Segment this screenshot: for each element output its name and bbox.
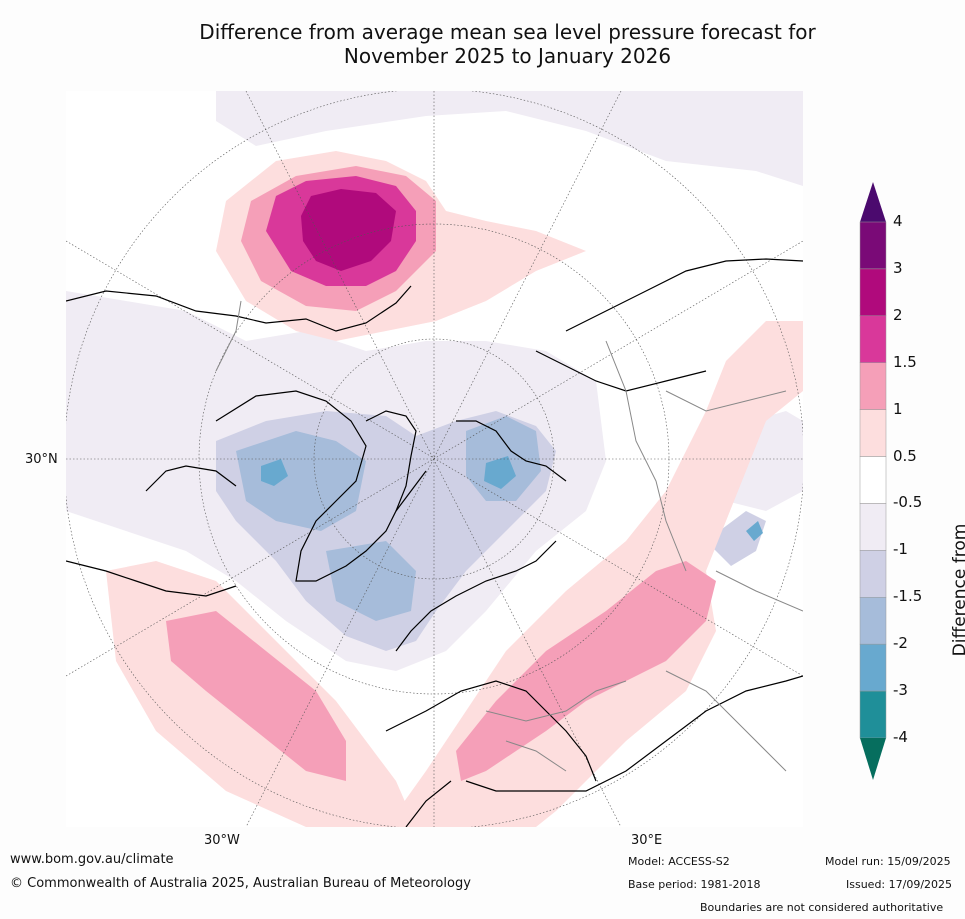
lon-label-30w: 30°W bbox=[204, 833, 240, 848]
footer-url[interactable]: www.bom.gov.au/climate bbox=[10, 852, 174, 867]
title-line-1: Difference from average mean sea level p… bbox=[199, 20, 816, 44]
anomaly-region-east-low bbox=[706, 511, 766, 566]
anomaly-core-high bbox=[301, 189, 396, 271]
anomaly-core-asia bbox=[746, 521, 763, 541]
country-borders bbox=[215, 300, 803, 772]
lat-label-30n: 30°N bbox=[25, 452, 58, 467]
colorbar-tick-label: 2 bbox=[893, 305, 903, 324]
colorbar-band bbox=[859, 690, 887, 739]
colorbar-extend-top bbox=[860, 182, 886, 222]
colorbar-tick-label: 0.5 bbox=[893, 446, 917, 465]
anomaly-region-moderate-high-europe bbox=[456, 561, 716, 781]
colorbar-band bbox=[859, 362, 887, 410]
colorbar-swatches bbox=[859, 182, 887, 780]
colorbar-tick-label: -4 bbox=[893, 728, 908, 746]
colorbar-title: Difference from average (hPa) bbox=[950, 523, 965, 657]
colorbar-band bbox=[859, 503, 887, 551]
colorbar-tick-label: -2 bbox=[893, 634, 908, 653]
anomaly-region-strong-low-west bbox=[236, 431, 366, 531]
colorbar-band bbox=[859, 409, 887, 457]
title-line-2: November 2025 to January 2026 bbox=[343, 44, 672, 68]
lon-label-30e: 30°E bbox=[631, 833, 663, 848]
colorbar-tick-label: 1 bbox=[893, 399, 903, 418]
anomaly-region-strong-low-south bbox=[326, 541, 416, 621]
footer-model-run: Model run: 15/09/2025 bbox=[825, 855, 951, 868]
footer-base-period: Base period: 1981-2018 bbox=[628, 878, 761, 891]
colorbar-band bbox=[859, 456, 887, 504]
anomaly-region-light-low bbox=[216, 91, 803, 186]
colorbar-band bbox=[859, 550, 887, 598]
anomaly-region-light-high-eurasia bbox=[386, 321, 803, 827]
footer-copyright: © Commonwealth of Australia 2025, Austra… bbox=[10, 876, 471, 891]
colorbar-band bbox=[859, 221, 887, 270]
colorbar-band bbox=[859, 597, 887, 645]
polar-map bbox=[66, 91, 803, 827]
colorbar-band bbox=[859, 268, 887, 317]
colorbar-tick-label: 3 bbox=[893, 258, 903, 277]
footer-issued: Issued: 17/09/2025 bbox=[846, 878, 953, 891]
colorbar-tick-label: -1.5 bbox=[893, 587, 923, 606]
colorbar-band bbox=[859, 315, 887, 363]
colorbar-tick-label: 4 bbox=[893, 212, 903, 230]
footer-boundaries: Boundaries are not considered authoritat… bbox=[700, 901, 944, 914]
colorbar bbox=[858, 182, 965, 782]
anomaly-region-moderate-high-atlantic bbox=[166, 611, 346, 781]
map-title: Difference from average mean sea level p… bbox=[0, 20, 965, 68]
colorbar-extend-bottom bbox=[860, 738, 886, 780]
anomaly-core-east bbox=[484, 456, 516, 489]
footer-model: Model: ACCESS-S2 bbox=[628, 855, 730, 868]
coastlines bbox=[66, 258, 803, 827]
anomaly-core-west bbox=[261, 459, 288, 486]
colorbar-tick-label: -1 bbox=[893, 540, 908, 559]
colorbar-tick-label: -0.5 bbox=[893, 493, 923, 512]
graticule bbox=[66, 91, 803, 827]
colorbar-tick-label: -3 bbox=[893, 681, 908, 700]
colorbar-tick-label: 1.5 bbox=[893, 352, 917, 371]
colorbar-band bbox=[859, 643, 887, 692]
map-canvas bbox=[66, 91, 803, 827]
